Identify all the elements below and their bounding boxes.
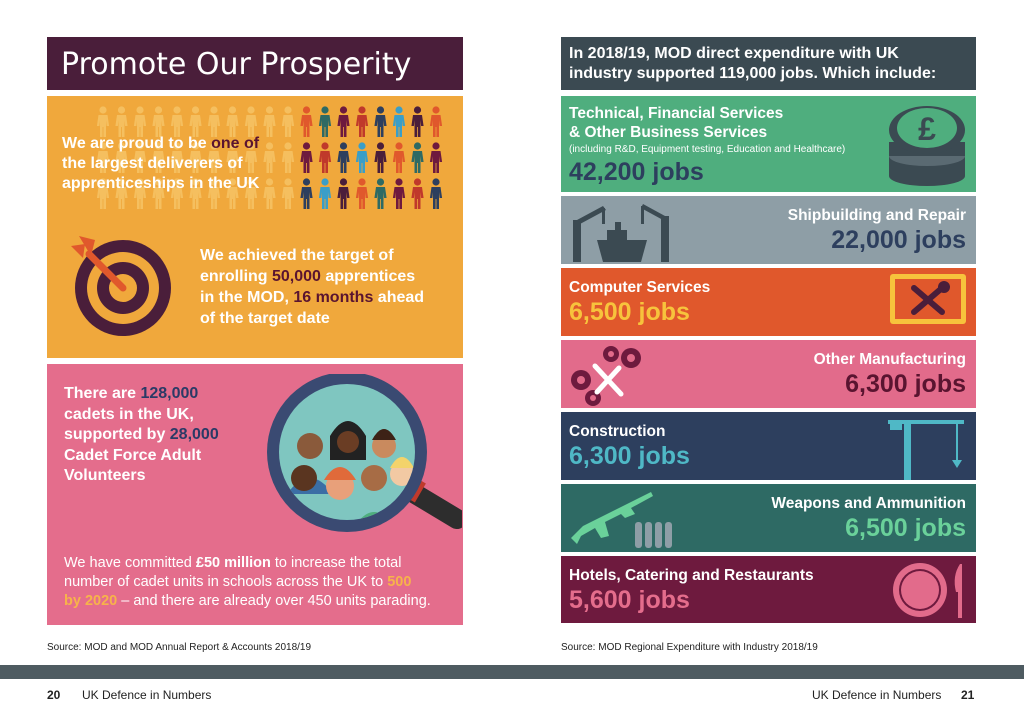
- plate-icon: [893, 563, 962, 618]
- left-footer-title: UK Defence in Numbers: [82, 688, 212, 702]
- page-title: Promote Our Prosperity: [47, 37, 463, 90]
- person-figure: [374, 178, 387, 209]
- person-figure: [318, 178, 332, 209]
- sector-computer-services: Computer Services 6,500 jobs: [561, 268, 976, 336]
- right-source: Source: MOD Regional Expenditure with In…: [561, 642, 818, 653]
- tools-icon: [890, 274, 966, 324]
- sector-weapons-ammunition: Weapons and Ammunition 6,500 jobs: [561, 484, 976, 552]
- person-figure: [429, 178, 443, 209]
- person-figure: [392, 106, 406, 137]
- shipyard-icon: [573, 204, 669, 262]
- person-figure: [133, 106, 147, 137]
- magnifier-icon: [267, 374, 462, 532]
- person-figure: [429, 106, 443, 137]
- person-figure: [411, 142, 424, 173]
- left-page-number: 20: [47, 688, 61, 702]
- left-source: Source: MOD and MOD Annual Report & Acco…: [47, 642, 312, 653]
- person-figure: [207, 106, 221, 137]
- person-figure: [226, 106, 239, 137]
- cadets-statement: There are 128,000 cadets in the UK, supp…: [64, 385, 219, 484]
- person-figure: [411, 178, 424, 209]
- person-figure: [392, 178, 406, 209]
- person-figure: [263, 178, 276, 209]
- commitment-text: We have committed £50 million to increas…: [64, 555, 431, 609]
- person-figure: [170, 106, 184, 137]
- target-icon: [71, 236, 171, 336]
- svg-text:£: £: [918, 111, 936, 147]
- target-statement: We achieved the target of enrolling 50,0…: [200, 247, 425, 327]
- person-figure: [281, 178, 295, 209]
- person-figure: [152, 106, 165, 137]
- sector-hotels-catering: Hotels, Catering and Restaurants 5,600 j…: [561, 556, 976, 623]
- gears-icon: [571, 346, 641, 406]
- person-figure: [374, 106, 387, 137]
- person-figure: [300, 178, 313, 209]
- cadets-panel: There are 128,000 cadets in the UK, supp…: [47, 364, 463, 625]
- sector-construction: Construction 6,300 jobs: [561, 412, 976, 480]
- footer-band: [0, 665, 1024, 679]
- person-figure: [337, 106, 350, 137]
- rifle-icon: [571, 492, 672, 548]
- person-figure: [263, 142, 276, 173]
- right-page-number: 21: [961, 688, 975, 702]
- pound-coins-icon: £: [889, 106, 965, 186]
- person-figure: [300, 106, 313, 137]
- person-figure: [115, 106, 128, 137]
- sector-technical-financial: Technical, Financial Services & Other Bus…: [561, 96, 976, 192]
- crane-icon: [888, 420, 964, 480]
- person-figure: [337, 178, 350, 209]
- person-figure: [97, 106, 110, 137]
- person-figure: [244, 106, 258, 137]
- person-figure: [337, 142, 350, 173]
- person-figure: [355, 106, 369, 137]
- person-figure: [374, 142, 387, 173]
- person-figure: [355, 178, 369, 209]
- person-figure: [318, 106, 332, 137]
- sector-other-manufacturing: Other Manufacturing 6,300 jobs: [561, 340, 976, 408]
- apprentice-statement: We are proud to be one of the largest de…: [62, 135, 260, 192]
- expenditure-header: In 2018/19, MOD direct expenditure with …: [561, 37, 976, 90]
- person-figure: [281, 106, 295, 137]
- person-figure: [300, 142, 313, 173]
- apprentices-panel: We are proud to be one of the largest de…: [47, 96, 463, 358]
- person-figure: [392, 142, 406, 173]
- right-footer-title: UK Defence in Numbers: [812, 688, 942, 702]
- person-figure: [189, 106, 202, 137]
- person-figure: [263, 106, 276, 137]
- person-figure: [281, 142, 295, 173]
- person-figure: [318, 142, 332, 173]
- person-figure: [429, 142, 443, 173]
- person-figure: [355, 142, 369, 173]
- sector-shipbuilding: Shipbuilding and Repair 22,000 jobs: [561, 196, 976, 264]
- person-figure: [411, 106, 424, 137]
